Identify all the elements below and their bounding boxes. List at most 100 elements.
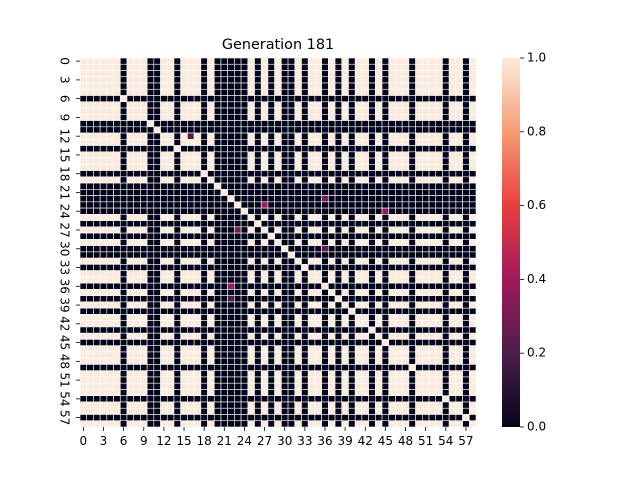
heatmap-cell (328, 414, 336, 422)
heatmap-cell (368, 370, 376, 378)
heatmap-cell (415, 70, 423, 78)
heatmap-cell (99, 395, 108, 403)
heatmap-cell (468, 295, 477, 303)
heatmap-cell (86, 301, 94, 309)
heatmap-cell (328, 107, 336, 115)
heatmap-cell (274, 395, 282, 403)
heatmap-cell (213, 420, 222, 428)
heatmap-cell (442, 113, 450, 121)
heatmap-cell (160, 264, 168, 271)
heatmap-cell (368, 301, 376, 309)
heatmap-cell (240, 107, 249, 115)
heatmap-cell (287, 201, 296, 209)
heatmap-cell (99, 301, 108, 309)
heatmap-cell (267, 295, 275, 303)
heatmap-cell (119, 107, 128, 115)
heatmap-cell (207, 332, 215, 340)
heatmap-cell (79, 395, 88, 403)
heatmap-cell (146, 364, 155, 372)
heatmap-cell (227, 295, 235, 303)
heatmap-cell (99, 113, 108, 121)
heatmap-cell (274, 139, 282, 146)
heatmap-cell (321, 132, 329, 140)
x-tick-label: 6 (120, 434, 128, 448)
heatmap-cell (146, 282, 155, 290)
heatmap-cell (462, 157, 470, 165)
heatmap-cell (415, 395, 423, 403)
heatmap-cell (187, 182, 195, 190)
heatmap-cell (180, 420, 188, 428)
heatmap-cell (187, 201, 195, 209)
heatmap-cell (395, 239, 403, 246)
heatmap-cell (448, 326, 457, 334)
heatmap-cell (361, 289, 369, 296)
heatmap-cell (193, 126, 202, 134)
heatmap-cell (260, 339, 269, 346)
heatmap-cell (361, 339, 369, 346)
heatmap-cell (247, 176, 255, 184)
heatmap-cell (200, 376, 208, 384)
heatmap-cell (388, 189, 396, 196)
heatmap-cell (408, 220, 416, 228)
heatmap-cell (375, 389, 383, 397)
heatmap-cell (207, 70, 215, 78)
heatmap-cell (146, 195, 155, 203)
heatmap-cell (247, 189, 255, 196)
heatmap-cell (254, 282, 262, 290)
heatmap-cell (401, 57, 410, 65)
heatmap-cell (321, 245, 329, 253)
heatmap-cell (180, 189, 188, 196)
heatmap-cell (462, 76, 470, 84)
heatmap-cell (254, 201, 262, 209)
heatmap-cell (415, 289, 423, 296)
heatmap-cell (234, 382, 242, 390)
heatmap-cell (294, 232, 302, 240)
heatmap-cell (213, 70, 222, 78)
heatmap-cell (247, 126, 255, 134)
heatmap-cell (79, 407, 88, 415)
heatmap-cell (133, 214, 141, 221)
heatmap-cell (106, 189, 114, 196)
heatmap-cell (153, 63, 161, 71)
heatmap-cell (119, 145, 128, 153)
heatmap-cell (227, 270, 235, 278)
heatmap-cell (140, 176, 148, 184)
heatmap-cell (287, 226, 296, 234)
heatmap-cell (187, 370, 195, 378)
heatmap-cell (314, 282, 322, 290)
heatmap-cell (388, 301, 396, 309)
heatmap-cell (408, 95, 416, 103)
heatmap-cell (267, 389, 275, 397)
heatmap-cell (294, 201, 302, 209)
heatmap-cell (314, 126, 322, 134)
heatmap-cell (314, 170, 322, 178)
heatmap-cell (381, 414, 390, 422)
heatmap-cell (422, 351, 430, 359)
heatmap-cell (334, 151, 343, 159)
heatmap-cell (462, 120, 470, 128)
heatmap-cell (86, 332, 94, 340)
heatmap-cell (395, 189, 403, 196)
heatmap-cell (448, 376, 457, 384)
heatmap-cell (220, 376, 228, 384)
heatmap-cell (79, 139, 88, 146)
y-tick-label: 0 (57, 57, 71, 65)
heatmap-cell (401, 157, 410, 165)
heatmap-cell (166, 157, 175, 165)
heatmap-cell (401, 139, 410, 146)
heatmap-cell (294, 282, 302, 290)
heatmap-cell (435, 164, 443, 171)
heatmap-cell (99, 289, 108, 296)
heatmap-cell (207, 226, 215, 234)
heatmap-cell (294, 239, 302, 246)
heatmap-cell (388, 70, 396, 78)
heatmap-cell (207, 364, 215, 372)
heatmap-cell (455, 264, 463, 271)
heatmap-cell (227, 232, 235, 240)
heatmap-cell (173, 401, 181, 409)
heatmap-cell (213, 364, 222, 372)
heatmap-cell (381, 57, 390, 65)
heatmap-cell (415, 239, 423, 246)
heatmap-cell (395, 370, 403, 378)
heatmap-cell (200, 295, 208, 303)
